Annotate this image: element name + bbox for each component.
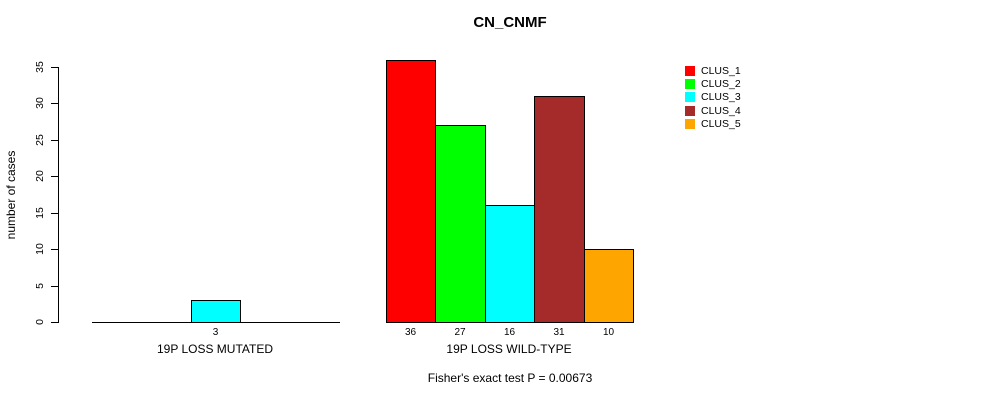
bar-value-label: 27 <box>454 327 466 338</box>
y-tick-mark <box>51 67 59 68</box>
y-tick-mark <box>51 322 59 323</box>
group-label-wild-type: 19P LOSS WILD-TYPE <box>446 342 572 356</box>
y-axis-line <box>58 67 59 323</box>
bar-clus_3 <box>191 300 241 323</box>
y-tick-label: 10 <box>34 243 46 255</box>
legend-swatch-clus_3 <box>685 92 695 103</box>
bar-clus_1 <box>386 60 436 323</box>
legend-label: CLUS_3 <box>701 91 741 104</box>
bar-value-label: 16 <box>503 327 516 338</box>
bar-clus_4 <box>534 96 585 323</box>
y-axis-label: number of cases <box>4 150 18 240</box>
chart-title: CN_CNMF <box>473 14 547 31</box>
bar-value-label: 36 <box>404 327 417 338</box>
y-tick-label: 30 <box>34 97 46 109</box>
group-label-mutated: 19P LOSS MUTATED <box>156 342 274 356</box>
y-tick-label: 20 <box>34 170 46 182</box>
bar-value-label: 3 <box>212 327 219 338</box>
y-tick-mark <box>51 249 59 250</box>
legend-label: CLUS_4 <box>701 104 741 117</box>
bar-clus_3 <box>485 205 535 323</box>
bar-clus_5 <box>584 249 634 323</box>
y-tick-mark <box>51 213 59 214</box>
y-tick-label: 35 <box>34 61 46 73</box>
bar-value-label: 31 <box>553 327 565 338</box>
y-tick-label: 0 <box>34 319 46 325</box>
legend-label: CLUS_2 <box>701 78 741 91</box>
legend-label: CLUS_5 <box>701 117 741 130</box>
legend-swatch-clus_2 <box>685 79 695 90</box>
y-tick-label: 15 <box>34 207 46 219</box>
y-tick-label: 25 <box>34 134 46 146</box>
fisher-test-footnote: Fisher's exact test P = 0.00673 <box>427 371 593 385</box>
bar-value-label: 10 <box>602 327 615 338</box>
legend-label: CLUS_1 <box>701 65 741 77</box>
y-tick-mark <box>51 286 59 287</box>
bar-clus_2 <box>435 125 486 323</box>
y-tick-mark <box>51 103 59 104</box>
legend-swatch-clus_1 <box>685 66 695 76</box>
legend-swatch-clus_5 <box>685 118 695 129</box>
y-tick-mark <box>51 140 59 141</box>
y-tick-mark <box>51 176 59 177</box>
y-tick-label: 5 <box>34 283 46 289</box>
legend-swatch-clus_4 <box>685 105 695 116</box>
